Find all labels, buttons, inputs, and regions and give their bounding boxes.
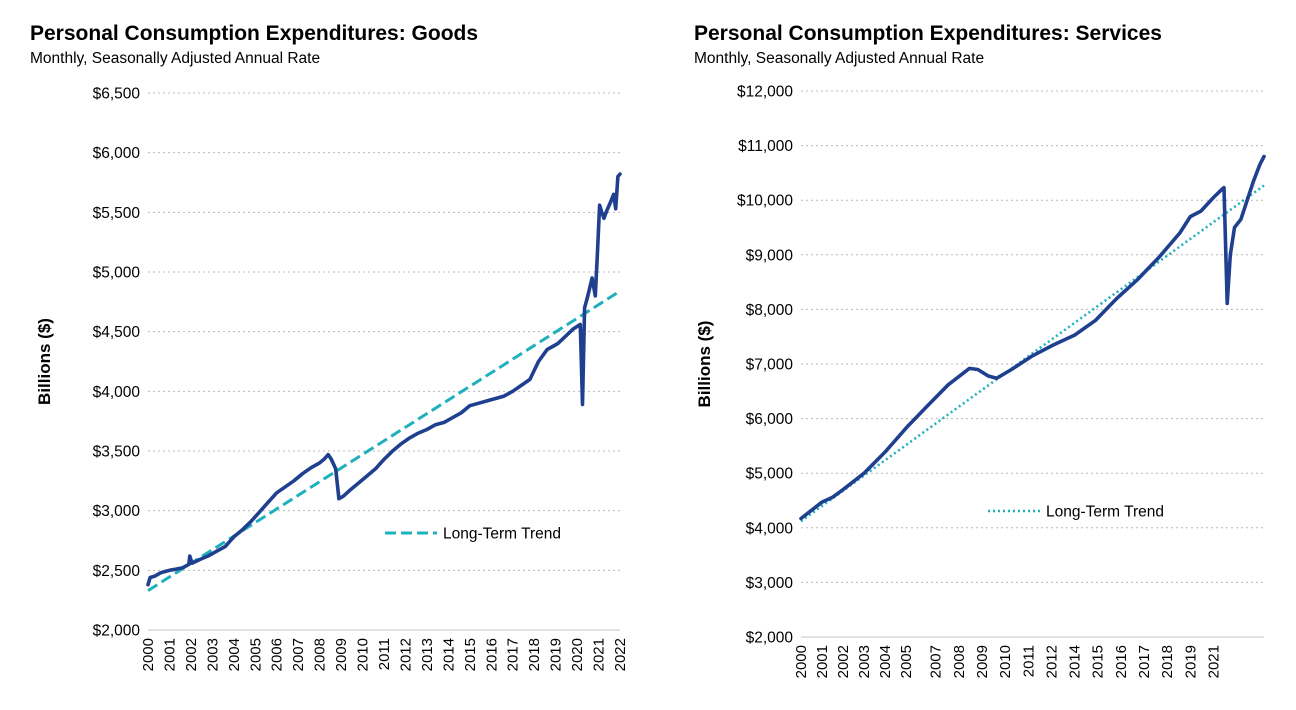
x-tick-label: 2021 [591,638,608,671]
x-tick-label: 2014 [1067,645,1084,678]
y-tick-label: $2,500 [93,563,141,580]
x-tick-label: 2010 [997,645,1014,678]
x-tick-label: 2008 [951,645,968,678]
x-tick-label: 2003 [204,638,221,671]
chart-subtitle: Monthly, Seasonally Adjusted Annual Rate [30,50,321,67]
x-tick-label: 2006 [269,638,286,671]
y-tick-label: $3,500 [93,444,141,461]
trend-series-line [800,184,1265,523]
y-tick-label: $3,000 [746,575,794,592]
y-tick-label: $6,000 [93,145,141,162]
x-tick-label: 2005 [247,638,264,671]
x-tick-label: 2019 [1182,645,1199,678]
services-chart-panel: Personal Consumption Expenditures: Servi… [648,0,1296,710]
x-tick-label: 2020 [569,638,586,671]
x-tick-label: 2001 [161,638,178,671]
legend-label: Long-Term Trend [1046,504,1164,521]
x-tick-label: 2009 [333,638,350,671]
y-tick-label: $2,000 [93,623,141,640]
x-tick-label: 2017 [1136,645,1153,678]
x-tick-label: 2000 [793,645,810,678]
y-tick-label: $8,000 [746,302,794,319]
x-tick-label: 2005 [898,645,915,678]
x-tick-label: 2008 [312,638,329,671]
chart-title: Personal Consumption Expenditures: Goods [30,22,479,45]
x-tick-label: 2002 [835,645,852,678]
chart-title: Personal Consumption Expenditures: Servi… [694,22,1162,45]
x-tick-label: 2019 [548,638,565,671]
y-tick-label: $11,000 [738,138,793,155]
services-chart-svg: $2,000 $3,000 $4,000 $5,000 $6,000 $7,000 $8,0… [695,84,1266,678]
y-tick-label: $6,000 [746,411,794,428]
x-tick-label: 2010 [355,638,372,671]
data-series-line [799,154,1266,521]
y-tick-label: $4,500 [93,324,141,341]
goods-chart-panel: Personal Consumption Expenditures: Goods… [30,22,629,672]
y-tick-label: $12,000 [737,84,793,101]
x-tick-label: 2011 [376,638,393,670]
x-tick-label: 2007 [290,638,307,671]
chart-subtitle: Monthly, Seasonally Adjusted Annual Rate [694,50,985,67]
x-tick-label: 2021 [1205,645,1222,678]
y-tick-label: $5,500 [93,205,141,222]
x-tick-label: 2012 [397,638,414,671]
x-tick-label: 2003 [856,645,873,678]
x-tick-label: 2004 [226,638,243,671]
y-tick-label: $9,000 [746,247,794,264]
x-tick-label: 2004 [877,645,894,678]
x-tick-label: 2015 [462,638,479,671]
y-axis-label: Billions ($) [35,318,54,405]
x-tick-label: 2018 [526,638,543,671]
y-tick-label: $4,000 [93,384,141,401]
x-tick-label: 2017 [505,638,522,671]
y-tick-label: $6,500 [93,86,141,103]
y-tick-label: $3,000 [93,503,141,520]
x-tick-label: 2018 [1159,645,1176,678]
data-series-line [146,172,622,587]
y-axis-label: Billions ($) [695,321,714,408]
y-tick-label: $2,000 [746,630,794,647]
y-tick-label: $4,000 [746,520,794,537]
y-tick-label: $5,000 [93,265,141,282]
x-tick-label: 2000 [140,638,157,671]
x-tick-label: 2012 [1043,645,1060,678]
x-tick-label: 2011 [1020,645,1037,677]
legend-label: Long-Term Trend [443,526,561,543]
x-tick-label: 2014 [440,638,457,671]
y-tick-label: $7,000 [746,357,794,374]
x-tick-label: 2009 [974,645,991,678]
x-tick-label: 2001 [814,645,831,678]
x-tick-label: 2007 [928,645,945,678]
trend-series-line [147,289,621,592]
x-tick-label: 2016 [483,638,500,671]
x-tick-label: 2016 [1113,645,1130,678]
x-tick-label: 2002 [183,638,200,671]
y-tick-label: $5,000 [746,466,794,483]
x-tick-label: 2015 [1090,645,1107,678]
x-tick-label: 2022 [612,638,629,671]
goods-chart-svg: $2,000 $2,500 $3,000 $3,500 $4,000 $4,500 $5,0… [35,86,629,672]
y-tick-label: $10,000 [737,193,793,210]
x-tick-label: 2013 [419,638,436,671]
